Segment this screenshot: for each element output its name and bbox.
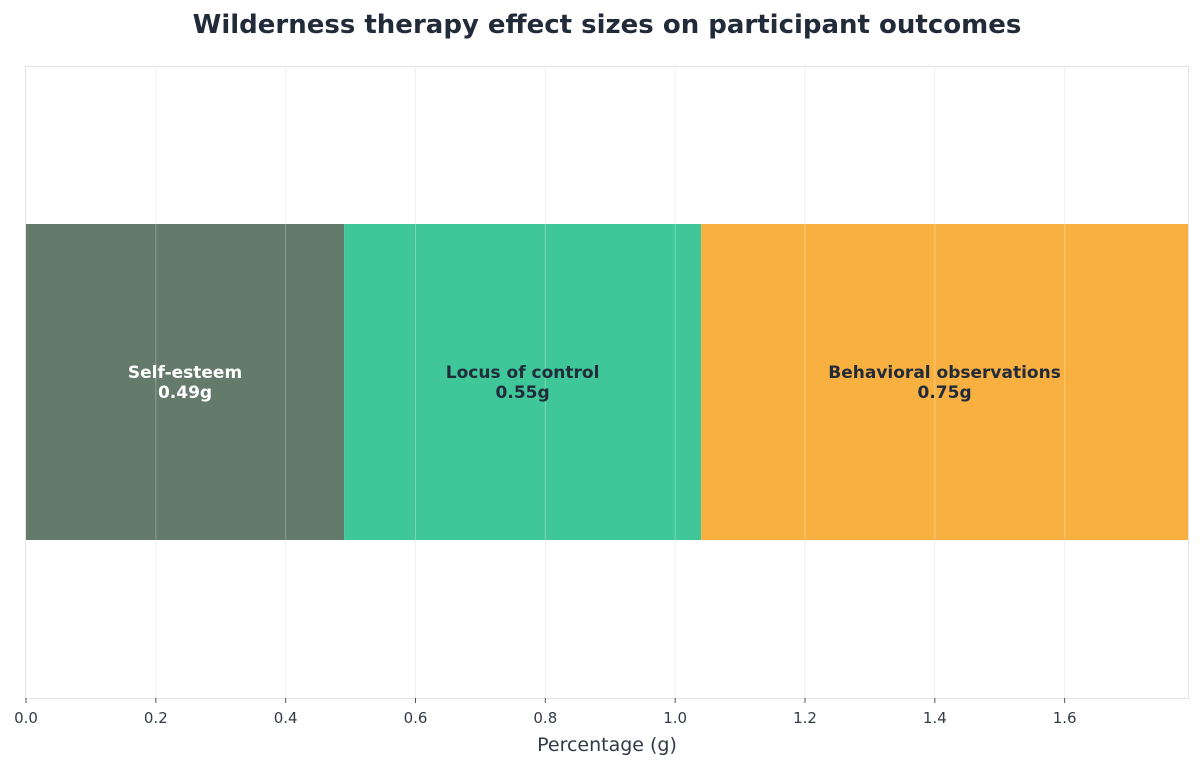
x-tick-label: 1.4 [923,709,947,727]
bar-segment [26,224,345,540]
gridlines-over-bar [155,224,1066,540]
x-tick-label: 0.8 [533,709,557,727]
x-tick-label: 0.0 [14,709,38,727]
bar-segment [344,224,702,540]
bar-segment [701,224,1188,540]
segment-value-label: 0.75g [918,383,972,403]
segment-name-label: Self-esteem [128,363,242,383]
chart-title: Wilderness therapy effect sizes on parti… [193,10,1022,40]
x-axis-ticks: 0.0 0.2 0.4 0.6 0.8 1.0 1.2 1.4 1.6 [14,698,1077,727]
segment-name-label: Locus of control [446,363,600,383]
x-tick-label: 0.4 [274,709,298,727]
x-tick-label: 0.2 [144,709,168,727]
segment-name-label: Behavioral observations [828,363,1061,383]
segment-value-label: 0.49g [158,383,212,403]
segment-value-label: 0.55g [496,383,550,403]
x-tick-label: 0.6 [404,709,428,727]
x-tick-label: 1.0 [663,709,687,727]
x-tick-label: 1.2 [793,709,817,727]
stacked-bar [26,224,1188,540]
x-tick-label: 1.6 [1053,709,1077,727]
x-axis-label: Percentage (g) [537,734,677,756]
